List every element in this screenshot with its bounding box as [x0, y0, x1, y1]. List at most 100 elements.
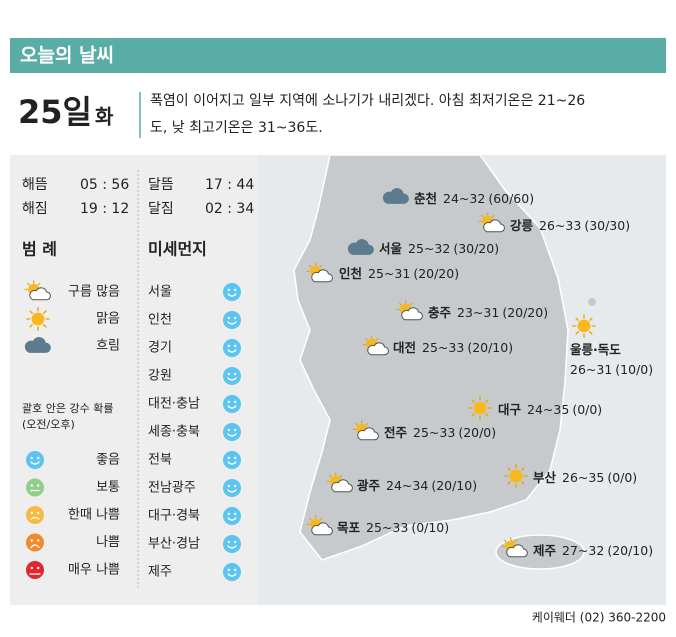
city-name: 제주: [533, 543, 557, 558]
city-pop: (0/10): [411, 520, 449, 535]
city-name: 전주: [384, 425, 408, 440]
dust-face: [26, 506, 44, 524]
face-eye: [234, 512, 237, 516]
face-eye: [37, 511, 40, 515]
city-temp: 25~33: [413, 425, 455, 440]
face-circle: [223, 423, 241, 441]
face-eye: [234, 316, 237, 320]
dust-level-label: 보통: [96, 480, 120, 495]
weather-icon: [504, 464, 528, 488]
face-eye: [30, 511, 33, 515]
city-name: 충주: [428, 305, 452, 320]
face-circle: [26, 506, 44, 524]
face-mouth: [30, 516, 40, 520]
legend-title: 범 례: [22, 240, 57, 259]
fine-dust-title: 미세먼지: [148, 240, 207, 259]
jeju-island: [495, 534, 585, 570]
weather-icon: [26, 307, 50, 331]
dust-face: [223, 339, 241, 357]
sun-moon-time: 05 : 56: [80, 177, 129, 193]
face-eye: [227, 512, 230, 516]
region-name: 전북: [148, 453, 172, 468]
city-pop: (0/0): [607, 470, 637, 485]
footer: 케이웨더 (02) 360-2200: [532, 611, 666, 625]
city-name: 춘천: [414, 191, 437, 206]
sun-moon-time: 17 : 44: [205, 177, 254, 193]
face-eye: [37, 484, 40, 487]
city-name: 광주: [357, 478, 381, 493]
face-circle: [223, 395, 241, 413]
face-eye: [30, 539, 33, 542]
dust-face: [223, 311, 241, 329]
legend-label: 구름 많음: [68, 285, 120, 300]
summary-line: 폭염이 이어지고 일부 지역에 소나기가 내리겠다. 아침 최저기온은 21~2…: [150, 93, 585, 109]
face-mouth: [30, 544, 40, 549]
city-label: 춘천 24~32 (60/60): [414, 191, 534, 206]
header-bar: [10, 38, 666, 73]
face-eye: [30, 566, 33, 570]
ulleung-island: [588, 298, 596, 306]
face-eye: [37, 539, 40, 542]
sun-moon-label: 달뜸: [148, 177, 174, 193]
region-name: 경기: [148, 341, 172, 356]
left-panel: [10, 155, 258, 605]
city-temp: 26~33: [539, 218, 581, 233]
region-name: 대구·경북: [148, 509, 200, 524]
face-eye: [37, 566, 40, 570]
city-temp: 25~33: [366, 520, 408, 535]
face-circle: [223, 535, 241, 553]
face-eye: [227, 540, 230, 544]
map: [293, 154, 596, 570]
face-mouth: [227, 489, 237, 493]
region-name: 전남광주: [148, 481, 196, 496]
face-mouth: [227, 293, 237, 297]
city-pop: (10/0): [615, 362, 653, 377]
face-circle: [26, 533, 44, 552]
city-pop: (30/20): [453, 241, 499, 256]
face-eye: [37, 456, 40, 460]
region-name: 제주: [148, 565, 172, 580]
face-mouth: [227, 433, 237, 437]
city-temp: 25~33: [422, 340, 464, 355]
face-mouth: [227, 517, 237, 521]
dust-face: [223, 367, 241, 385]
face-eye: [234, 288, 237, 292]
city-pop: (0/0): [572, 402, 602, 417]
region-name: 부산·경남: [148, 537, 200, 552]
city-pop: (30/30): [584, 218, 630, 233]
sun-moon-label: 달짐: [148, 201, 174, 217]
face-eye: [227, 344, 230, 348]
city-label: 대전 25~33 (20/10): [393, 340, 513, 355]
city-pop: (20/20): [413, 266, 459, 281]
dust-level-label: 좋음: [96, 453, 120, 468]
city-temp: 24~32: [443, 191, 485, 206]
sun-moon-time: 02 : 34: [205, 201, 254, 217]
city-temp: 24~35: [527, 402, 569, 417]
city-label: 서울 25~32 (30/20): [379, 241, 499, 256]
face-mouth: [227, 377, 237, 381]
dust-face: [223, 423, 241, 441]
face-mouth: [227, 573, 237, 577]
region-name: 세종·충북: [148, 425, 200, 440]
dust-face: [223, 283, 241, 301]
city-pop: (60/60): [488, 191, 534, 206]
header-title: 오늘의 날씨: [20, 45, 114, 67]
face-circle: [223, 479, 241, 497]
face-circle: [223, 311, 241, 329]
face-eye: [234, 344, 237, 348]
face-eye: [227, 484, 230, 488]
face-eye: [234, 400, 237, 404]
face-mouth: [227, 545, 237, 549]
face-mouth: [227, 461, 237, 465]
face-eye: [30, 456, 33, 460]
legend-label: 맑음: [96, 312, 120, 327]
city-label: 전주 25~33 (20/0): [384, 425, 496, 440]
dust-face: [223, 563, 241, 581]
face-mouth: [227, 349, 237, 353]
dust-face: [223, 395, 241, 413]
weather-icon: [572, 314, 596, 338]
region-name: 인천: [148, 313, 172, 328]
